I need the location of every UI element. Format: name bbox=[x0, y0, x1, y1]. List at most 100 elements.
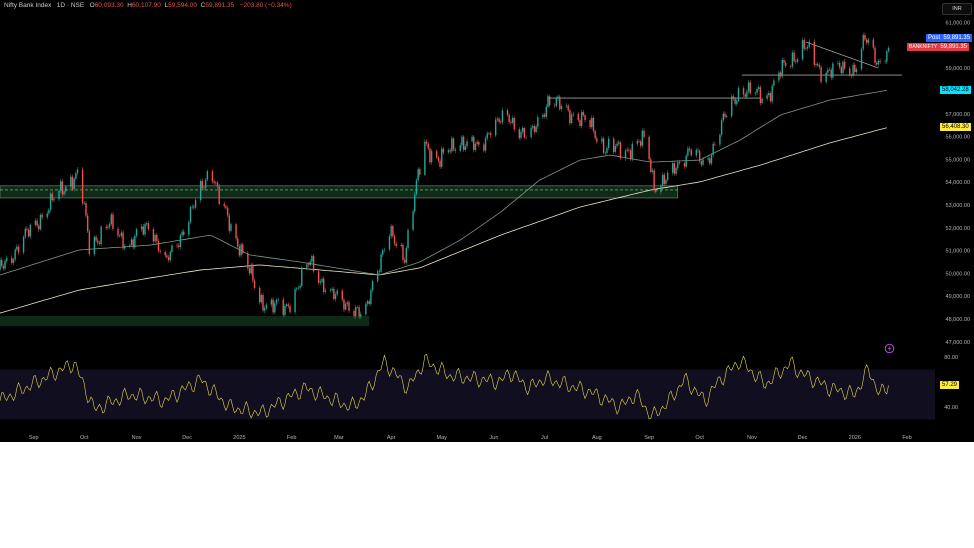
candle bbox=[521, 128, 524, 132]
candle bbox=[309, 261, 311, 266]
open-value: 60,093.30 bbox=[94, 2, 124, 9]
candle bbox=[49, 193, 52, 210]
candle bbox=[0, 259, 1, 270]
candle bbox=[813, 41, 816, 65]
candle bbox=[122, 232, 124, 249]
candle bbox=[629, 150, 632, 160]
candle bbox=[808, 41, 810, 47]
candle bbox=[112, 214, 114, 229]
price-chart[interactable]: 61,000.00 59,000.00 57,000.00 56,000.00 55,0… bbox=[0, 0, 974, 442]
close-value: 59,891.35 bbox=[205, 2, 235, 9]
time-tick-label: Dec bbox=[182, 435, 192, 441]
currency-button[interactable]: INR bbox=[942, 3, 972, 15]
candle bbox=[284, 305, 286, 315]
candle bbox=[230, 224, 232, 231]
rsi-line bbox=[0, 353, 889, 420]
price-tick-label: 48,000.00 bbox=[946, 317, 970, 323]
candle bbox=[400, 244, 402, 247]
candle bbox=[167, 257, 170, 261]
ma-slow-label: 56,408.30 bbox=[940, 123, 971, 131]
candle bbox=[759, 87, 762, 103]
candle bbox=[464, 146, 467, 150]
candle bbox=[532, 126, 534, 128]
candle bbox=[872, 39, 875, 48]
candle bbox=[547, 96, 549, 107]
price-tick-label: 52,000.00 bbox=[946, 226, 970, 232]
moving-average-fast bbox=[0, 89, 887, 276]
candle bbox=[567, 105, 569, 111]
candle bbox=[213, 181, 215, 184]
candle bbox=[83, 202, 85, 204]
candle bbox=[722, 113, 724, 121]
candle bbox=[498, 118, 500, 122]
candle bbox=[854, 64, 856, 72]
candle bbox=[201, 180, 204, 189]
candle bbox=[783, 59, 785, 63]
lightning-icon[interactable] bbox=[884, 343, 895, 354]
candle bbox=[855, 69, 858, 72]
candle bbox=[589, 120, 591, 128]
candle bbox=[651, 170, 654, 172]
candle bbox=[582, 112, 585, 116]
rsi-tick-label: 80.00 bbox=[944, 355, 958, 361]
candle bbox=[360, 314, 362, 317]
candle bbox=[508, 114, 510, 122]
candle bbox=[29, 224, 32, 237]
candle bbox=[447, 150, 450, 153]
candle bbox=[34, 220, 37, 225]
candle bbox=[376, 271, 379, 282]
candle bbox=[639, 141, 642, 146]
candle bbox=[323, 278, 325, 292]
price-tick-label: 56,000.00 bbox=[946, 135, 970, 141]
close-label: C bbox=[200, 2, 206, 9]
candle bbox=[570, 114, 573, 124]
candle bbox=[344, 303, 347, 310]
candle bbox=[275, 299, 278, 304]
symbol-name[interactable]: Nifty Bank Index bbox=[4, 2, 52, 9]
candle bbox=[215, 182, 217, 184]
candle bbox=[424, 141, 426, 175]
candle bbox=[405, 248, 408, 263]
candle bbox=[471, 136, 473, 142]
candle bbox=[577, 113, 579, 120]
candle bbox=[791, 52, 794, 67]
candle bbox=[709, 158, 711, 164]
candle bbox=[758, 87, 760, 89]
candle bbox=[341, 290, 343, 300]
candle bbox=[36, 220, 38, 226]
candle bbox=[449, 150, 451, 152]
candle bbox=[319, 281, 322, 283]
candle bbox=[235, 224, 237, 239]
candle bbox=[661, 174, 664, 186]
time-tick-label: Jun bbox=[490, 435, 499, 441]
candle bbox=[565, 105, 568, 107]
candle bbox=[548, 96, 551, 106]
candle bbox=[837, 63, 839, 64]
candle bbox=[419, 169, 421, 175]
candle bbox=[324, 290, 327, 292]
candle bbox=[719, 134, 721, 145]
rsi-tick-label: 40.00 bbox=[944, 405, 958, 411]
candle bbox=[58, 190, 60, 200]
candle bbox=[228, 215, 230, 231]
chart-pane[interactable]: 61,000.00 59,000.00 57,000.00 56,000.00 55,0… bbox=[0, 0, 974, 442]
candle bbox=[225, 206, 227, 208]
candle bbox=[301, 267, 303, 286]
candle bbox=[754, 92, 757, 94]
candle bbox=[223, 204, 225, 207]
candle bbox=[518, 129, 520, 139]
candle bbox=[135, 229, 138, 236]
candle bbox=[333, 288, 335, 300]
price-tick-label: 50,000.00 bbox=[946, 271, 970, 277]
candle bbox=[887, 47, 890, 52]
candle bbox=[130, 239, 133, 246]
candle bbox=[218, 186, 220, 205]
candle bbox=[665, 179, 667, 184]
candle bbox=[744, 94, 746, 97]
candle bbox=[366, 301, 369, 304]
time-tick-label: Sep bbox=[29, 435, 39, 441]
candle bbox=[877, 60, 880, 65]
candle bbox=[156, 234, 158, 241]
time-tick-label: Feb bbox=[902, 435, 911, 441]
candle bbox=[838, 63, 841, 68]
